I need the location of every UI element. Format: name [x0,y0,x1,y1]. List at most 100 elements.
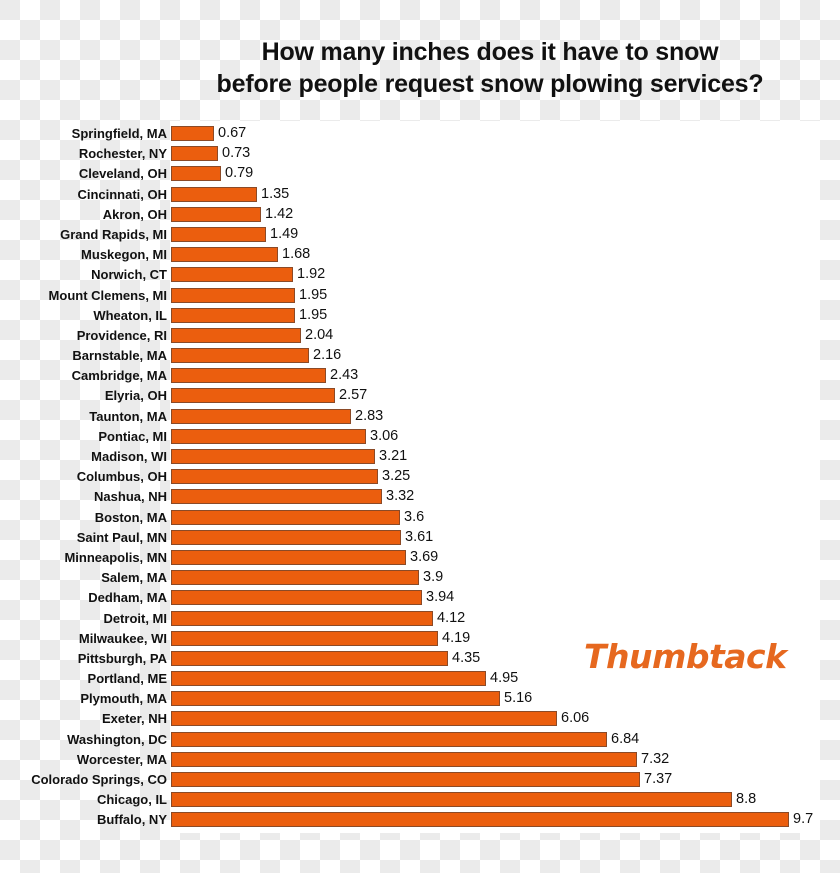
bar-row: Mount Clemens, MI 1.95 [0,286,840,306]
value-label: 3.21 [379,448,408,464]
value-label: 3.94 [426,589,455,606]
bar-row: Nashua, NH 3.32 [0,487,840,507]
value-label: 6.06 [561,710,590,727]
category-label: Cleveland, OH [78,166,167,182]
category-label: Dedham, MA [88,590,167,606]
value-label: 2.43 [330,367,359,384]
bar [171,630,438,646]
bar [171,368,326,384]
bar [171,247,278,263]
category-label: Taunton, MA [89,408,167,424]
bar [171,590,422,606]
bar-row: Minneapolis, MN 3.69 [0,548,840,568]
bar [171,166,221,182]
bar-row: Cambridge, MA 2.43 [0,366,840,386]
value-label: 7.32 [641,750,670,767]
value-label: 3.32 [386,488,415,505]
category-label: Akron, OH [102,206,167,222]
category-label: Milwaukee, WI [78,630,167,646]
category-label: Exeter, NH [101,711,167,727]
bar-row: Pontiac, MI 3.06 [0,427,840,447]
value-label: 9.7 [793,811,814,828]
bar [171,549,406,565]
bar [171,307,295,323]
chart-title-line-1: How many inches does it have to snow [261,38,719,66]
value-label: 6.84 [611,730,640,747]
category-label: Buffalo, NY [96,812,167,828]
bar [171,449,375,464]
bar [171,509,400,525]
chart-title-line-2: before people request snow plowing servi… [216,70,764,98]
bar [171,812,789,828]
value-label: 3.61 [405,528,434,545]
category-label: Salem, MA [101,570,167,586]
bar [171,267,293,283]
bar-row: Colorado Springs, CO 7.37 [0,770,840,790]
bar-row: Elyria, OH 2.57 [0,386,840,406]
value-label: 1.35 [261,185,290,202]
bar-row: Detroit, MI 4.12 [0,609,840,629]
value-label: 1.68 [282,246,311,263]
bar-row: Madison, WI 3.21 [0,447,840,467]
category-label: Pontiac, MI [98,428,167,444]
bar-row: Grand Rapids, MI 1.49 [0,225,840,245]
category-label: Muskegon, MI [81,247,167,263]
value-label: 1.42 [265,205,294,222]
bar [171,529,401,545]
bar-row: Barnstable, MA 2.16 [0,346,840,366]
category-label: Cambridge, MA [71,368,167,384]
category-label: Barnstable, MA [72,348,167,364]
bar-row: Chicago, IL 8.8 [0,790,840,810]
bar-row: Akron, OH 1.42 [0,205,840,225]
value-label: 3.6 [404,508,425,525]
category-label: Rochester, NY [78,146,167,162]
value-label: 3.9 [423,569,444,586]
bar [171,408,351,424]
value-label: 4.35 [452,649,481,666]
value-label: 1.49 [270,225,299,242]
value-label: 0.67 [218,125,247,141]
category-label: Plymouth, MA [80,691,167,707]
thumbtack-logo: Thumbtack [584,637,787,676]
value-label: 4.12 [437,609,466,626]
bar [171,650,448,666]
category-label: Chicago, IL [96,792,167,808]
bar-row: Taunton, MA 2.83 [0,407,840,427]
category-label: Norwich, CT [91,267,167,283]
bar [171,570,419,586]
category-label: Minneapolis, MN [64,549,167,565]
bar-row: Dedham, MA 3.94 [0,588,840,608]
bar [171,610,433,626]
bar [171,772,640,787]
category-label: Portland, ME [87,671,167,687]
value-label: 5.16 [504,690,533,707]
bar-row: Exeter, NH 6.06 [0,709,840,729]
bar-row: Pittsburgh, PA 4.35 [0,649,840,669]
category-label: Columbus, OH [76,469,167,485]
value-label: 3.25 [382,468,411,485]
value-label: 2.04 [305,326,334,343]
bar-row: Columbus, OH 3.25 [0,467,840,487]
bar-row: Plymouth, MA 5.16 [0,689,840,709]
value-label: 0.73 [222,145,251,162]
bar-row: Salem, MA 3.9 [0,568,840,588]
value-label: 1.95 [299,306,328,323]
category-label: Pittsburgh, PA [77,650,167,666]
category-label: Washington, DC [67,731,167,747]
value-label: 4.95 [490,670,519,687]
bar [171,327,301,343]
value-label: 1.92 [297,266,326,283]
bar [171,671,486,687]
bar-row: Worcester, MA 7.32 [0,750,840,770]
bar [171,792,732,808]
bar [171,731,607,747]
bar [171,428,366,444]
category-label: Madison, WI [91,449,167,464]
category-label: Colorado Springs, CO [31,772,167,787]
bar-row: Muskegon, MI 1.68 [0,245,840,265]
category-label: Saint Paul, MN [76,529,167,545]
value-label: 0.79 [225,165,254,182]
bar [171,751,637,767]
category-label: Cincinnati, OH [77,186,167,202]
bar [171,388,335,404]
